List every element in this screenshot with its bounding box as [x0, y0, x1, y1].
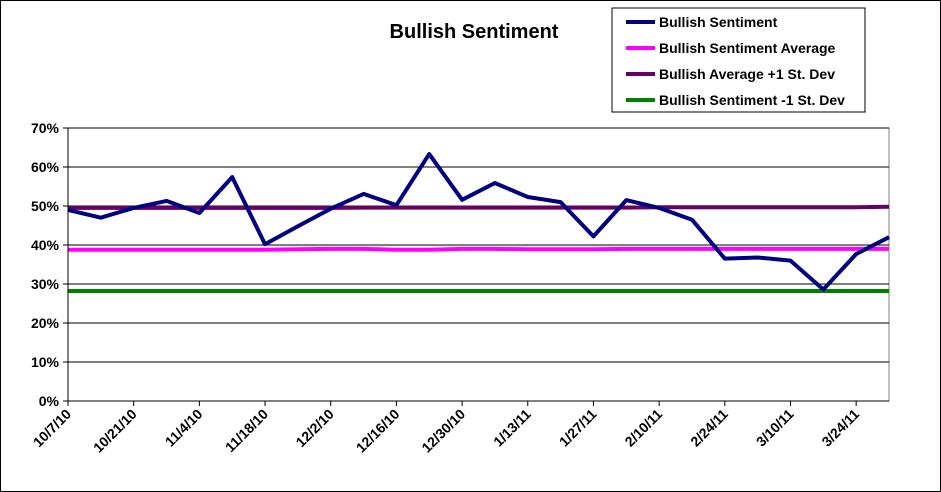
x-tick-label: 10/7/10	[30, 406, 74, 450]
legend: Bullish Sentiment Bullish Sentiment Avera…	[611, 7, 866, 113]
x-tick-label: 2/24/11	[687, 406, 731, 450]
series-line-0	[67, 152, 890, 292]
y-tick-label: 70%	[31, 120, 60, 136]
x-tick-label: 3/10/11	[753, 406, 797, 450]
series-lines	[67, 152, 890, 293]
y-tick-label: 10%	[31, 354, 60, 370]
x-tick-label: 12/16/10	[353, 406, 403, 456]
chart-title: Bullish Sentiment	[390, 21, 559, 43]
legend-label: Bullish Sentiment Average	[659, 40, 836, 56]
y-tick-label: 50%	[31, 198, 60, 214]
series-line-2	[68, 204, 890, 210]
series-line-1	[68, 246, 889, 252]
legend-label: Bullish Sentiment -1 St. Dev	[659, 92, 845, 108]
x-tick-label: 11/4/10	[162, 406, 206, 450]
y-tick-label: 60%	[31, 159, 60, 175]
y-tick-label: 30%	[31, 276, 60, 292]
x-tick-label: 3/24/11	[818, 406, 862, 450]
x-tick-label: 11/18/10	[222, 406, 271, 455]
y-tick-label: 0%	[39, 393, 60, 409]
x-axis: 10/7/10 10/21/10 11/4/10 11/18/10 12/2/10 12/…	[30, 401, 862, 456]
x-tick-label: 2/10/11	[621, 406, 665, 450]
plot-area	[67, 127, 890, 402]
x-tick-label: 12/30/10	[418, 406, 468, 456]
y-tick-label: 40%	[31, 237, 60, 253]
y-axis: 0% 10% 20% 30% 40% 50% 60% 70%	[31, 120, 889, 409]
x-tick-label: 10/21/10	[90, 406, 140, 456]
x-tick-label: 12/2/10	[292, 406, 336, 450]
legend-box	[611, 7, 866, 113]
legend-label: Bullish Average +1 St. Dev	[659, 66, 835, 82]
y-tick-label: 20%	[31, 315, 60, 331]
x-tick-label: 1/13/11	[490, 406, 534, 450]
legend-label: Bullish Sentiment	[659, 14, 778, 30]
x-tick-label: 1/27/11	[556, 406, 600, 450]
